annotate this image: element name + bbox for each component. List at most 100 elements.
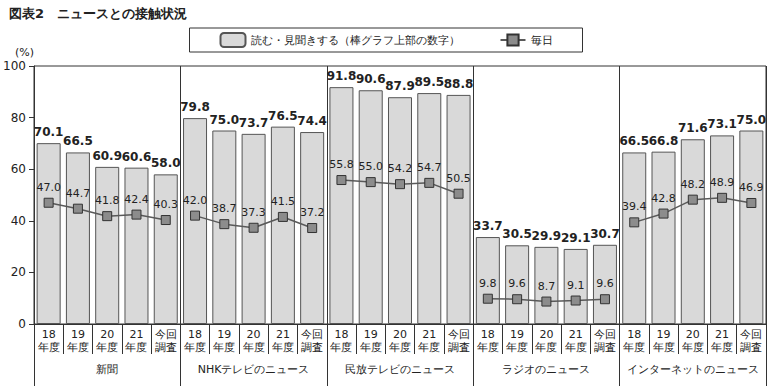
svg-text:91.8: 91.8 [327,69,357,83]
svg-text:33.7: 33.7 [473,219,503,233]
svg-text:今回: 今回 [301,328,323,341]
svg-text:46.9: 46.9 [739,181,764,194]
svg-text:20: 20 [100,328,114,341]
svg-text:37.2: 37.2 [300,206,325,219]
svg-text:74.4: 74.4 [297,114,327,128]
svg-text:8.7: 8.7 [538,280,556,293]
svg-text:48.2: 48.2 [681,178,706,191]
svg-text:30.7: 30.7 [590,227,620,241]
svg-text:19: 19 [510,328,524,341]
svg-text:73.1: 73.1 [707,117,737,131]
svg-text:29.1: 29.1 [561,231,591,245]
svg-text:年度: 年度 [184,341,206,354]
svg-text:今回: 今回 [594,328,616,341]
svg-text:18: 18 [188,328,202,341]
svg-text:18: 18 [42,328,56,341]
svg-text:39.4: 39.4 [622,200,647,213]
svg-text:21: 21 [422,328,436,341]
svg-text:30.5: 30.5 [502,227,532,241]
svg-text:90.6: 90.6 [356,72,386,86]
svg-text:年度: 年度 [213,341,235,354]
svg-text:47.0: 47.0 [36,181,61,194]
svg-text:20: 20 [686,328,700,341]
svg-text:調査: 調査 [594,341,616,354]
svg-text:20: 20 [539,328,553,341]
svg-text:年度: 年度 [38,341,60,354]
svg-text:19: 19 [657,328,671,341]
svg-text:年度: 年度 [96,341,118,354]
svg-text:年度: 年度 [623,341,645,354]
svg-text:37.3: 37.3 [241,206,266,219]
svg-text:71.6: 71.6 [678,121,708,135]
svg-text:42.8: 42.8 [651,192,676,205]
svg-text:年度: 年度 [565,341,587,354]
svg-text:調査: 調査 [301,341,323,354]
svg-text:年度: 年度 [125,341,147,354]
svg-text:年度: 年度 [360,341,382,354]
svg-text:79.8: 79.8 [180,100,210,114]
svg-text:9.6: 9.6 [596,277,614,290]
svg-text:年度: 年度 [272,341,294,354]
svg-text:19: 19 [217,328,231,341]
svg-text:60.6: 60.6 [122,150,152,164]
svg-text:21: 21 [569,328,583,341]
svg-text:88.8: 88.8 [444,77,474,91]
svg-text:20: 20 [247,328,261,341]
svg-text:年度: 年度 [682,341,704,354]
svg-text:年度: 年度 [330,341,352,354]
svg-text:(%): (%) [15,46,34,59]
svg-text:42.0: 42.0 [183,194,208,207]
svg-text:54.2: 54.2 [388,162,413,175]
svg-text:年度: 年度 [506,341,528,354]
svg-text:55.8: 55.8 [329,158,354,171]
svg-text:今回: 今回 [740,328,762,341]
svg-text:今回: 今回 [448,328,470,341]
svg-text:読む・見聞きする（棒グラフ上部の数字）: 読む・見聞きする（棒グラフ上部の数字） [251,34,460,47]
svg-text:年度: 年度 [389,341,411,354]
svg-text:調査: 調査 [155,341,177,354]
svg-text:21: 21 [129,328,143,341]
svg-text:年度: 年度 [711,341,733,354]
svg-text:19: 19 [71,328,85,341]
svg-text:58.0: 58.0 [151,156,181,170]
svg-text:42.4: 42.4 [124,193,149,206]
svg-text:9.1: 9.1 [567,279,585,292]
svg-text:29.9: 29.9 [532,229,562,243]
svg-text:年度: 年度 [535,341,557,354]
svg-text:73.7: 73.7 [239,116,269,130]
svg-text:NHKテレビのニュース: NHKテレビのニュース [198,363,310,376]
svg-text:民放テレビのニュース: 民放テレビのニュース [345,363,455,376]
svg-text:0: 0 [18,317,26,331]
svg-text:調査: 調査 [448,341,470,354]
svg-text:18: 18 [481,328,495,341]
svg-text:年度: 年度 [477,341,499,354]
svg-text:87.9: 87.9 [385,79,415,93]
svg-text:55.0: 55.0 [358,160,383,173]
svg-text:54.7: 54.7 [417,161,442,174]
svg-text:20: 20 [11,265,26,279]
svg-text:38.7: 38.7 [212,202,237,215]
svg-text:21: 21 [715,328,729,341]
svg-text:9.6: 9.6 [508,277,526,290]
svg-text:48.9: 48.9 [710,176,735,189]
svg-text:89.5: 89.5 [414,75,444,89]
svg-text:80: 80 [11,111,26,125]
svg-text:毎日: 毎日 [531,34,553,47]
svg-text:60.9: 60.9 [92,149,122,163]
svg-text:66.8: 66.8 [649,134,679,148]
svg-text:インターネットのニュース: インターネットのニュース [627,363,759,376]
svg-text:年度: 年度 [67,341,89,354]
svg-text:年度: 年度 [418,341,440,354]
svg-text:21: 21 [276,328,290,341]
svg-text:ラジオのニュース: ラジオのニュース [502,363,590,376]
svg-text:18: 18 [334,328,348,341]
svg-text:50.5: 50.5 [446,172,471,185]
svg-text:今回: 今回 [155,328,177,341]
svg-text:75.0: 75.0 [737,113,767,127]
svg-text:76.5: 76.5 [268,109,298,123]
svg-text:41.5: 41.5 [271,195,296,208]
svg-text:18: 18 [627,328,641,341]
svg-text:年度: 年度 [243,341,265,354]
svg-text:70.1: 70.1 [34,125,64,139]
svg-text:40: 40 [11,214,26,228]
